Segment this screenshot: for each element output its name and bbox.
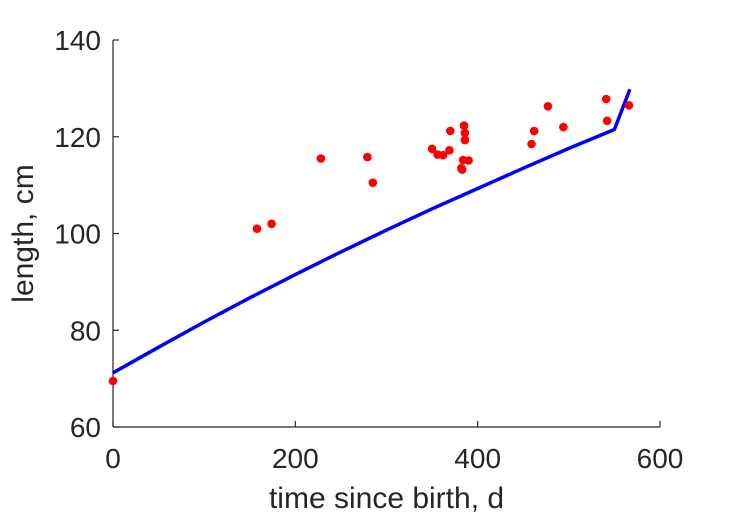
data-point	[527, 139, 536, 149]
data-point	[427, 144, 437, 154]
y-tick-label: 60	[70, 412, 101, 443]
data-point	[316, 154, 326, 163]
y-ticks: 60 80 100 120 140	[54, 25, 119, 443]
data-point	[363, 152, 372, 162]
data-point	[459, 121, 469, 130]
data-point	[267, 219, 276, 229]
data-point	[624, 101, 634, 110]
x-ticks: 0 200 400 600	[105, 421, 683, 474]
y-axis-label: length, cm	[7, 164, 40, 302]
data-point	[446, 126, 455, 136]
x-axis-label: time since birth, d	[269, 482, 504, 515]
data-point	[543, 102, 553, 111]
y-tick-label: 140	[54, 25, 101, 56]
data-point	[368, 178, 378, 187]
y-tick-label: 120	[54, 122, 101, 153]
fit-curve	[112, 88, 632, 375]
x-tick-label: 0	[105, 443, 121, 474]
data-point	[559, 122, 568, 132]
y-tick-label: 80	[70, 315, 101, 346]
data-point	[529, 126, 539, 136]
x-tick-label: 400	[454, 443, 501, 474]
data-points-group	[108, 94, 634, 386]
data-point	[438, 150, 448, 160]
x-tick-label: 200	[272, 443, 319, 474]
data-point	[460, 135, 470, 145]
x-tick-label: 600	[637, 443, 684, 474]
data-point	[460, 128, 470, 138]
data-point	[602, 116, 612, 126]
data-point	[252, 224, 262, 233]
data-point	[601, 94, 611, 104]
y-tick-label: 100	[54, 219, 101, 250]
data-point	[445, 146, 454, 155]
axes	[112, 40, 660, 428]
data-point	[457, 165, 467, 174]
data-point	[108, 376, 118, 386]
data-point	[464, 156, 473, 165]
fit-curve-group	[112, 88, 632, 375]
